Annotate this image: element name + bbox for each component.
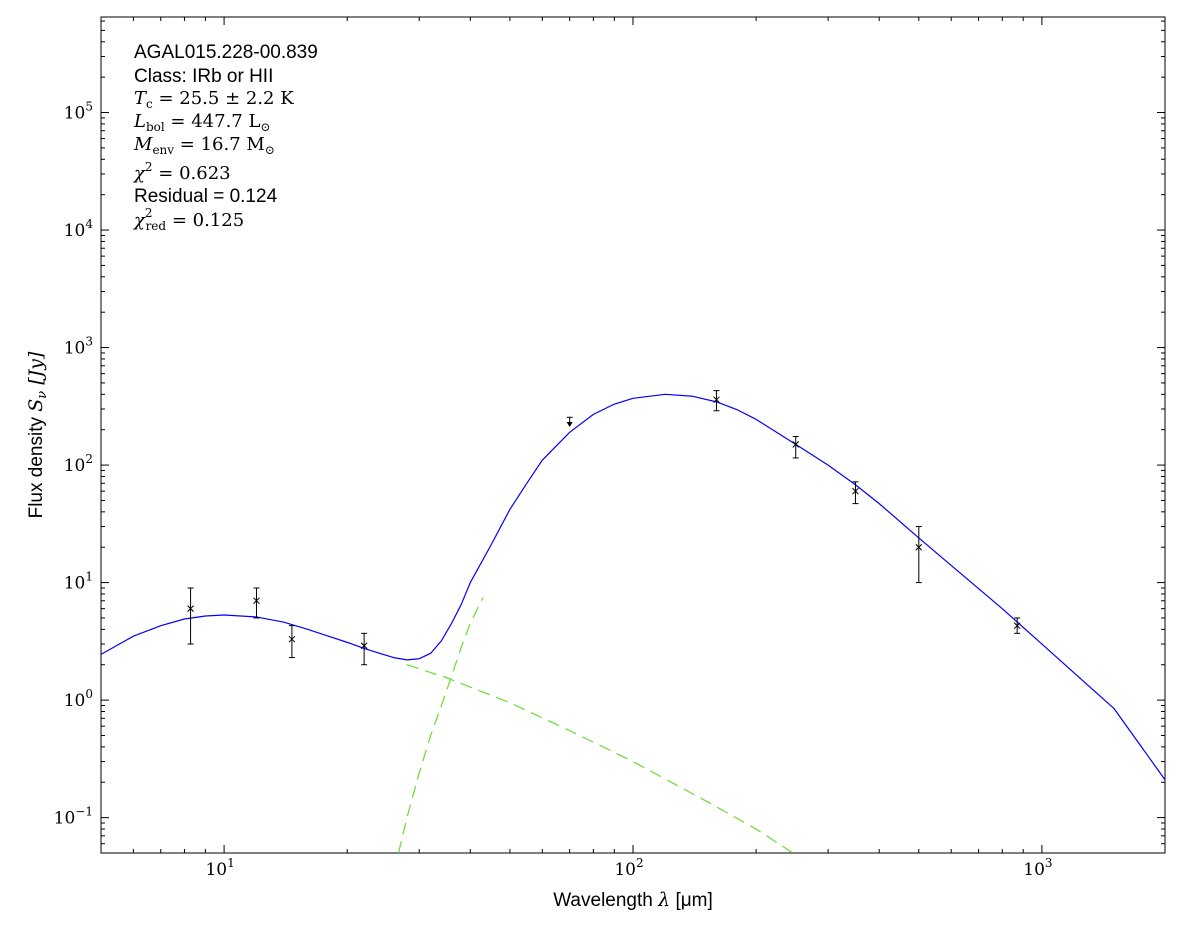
data-point <box>360 632 368 666</box>
lbol-unit-sub: ⊙ <box>260 120 270 134</box>
upper-limit-point <box>566 416 573 428</box>
tc-value: = 25.5 ± 2.2 K <box>153 88 294 109</box>
y-tick-label: 102 <box>64 452 93 476</box>
tc-line: Tc = 25.5 ± 2.2 K <box>134 88 294 111</box>
data-point <box>792 436 800 459</box>
point-marker <box>915 543 923 551</box>
source-name: AGAL015.228-00.839 <box>134 42 318 63</box>
major-ticks <box>101 17 1165 853</box>
lbol-line: Lbol = 447.7 L⊙ <box>133 111 271 134</box>
data-point <box>253 587 260 619</box>
y-tick-label: 101 <box>64 570 93 594</box>
point-marker <box>713 396 720 404</box>
chi2red-symbol: χ <box>132 210 146 231</box>
x-tick-label: 102 <box>614 856 643 880</box>
residual-line: Residual = 0.124 <box>134 186 278 207</box>
x-axis-label: Wavelength λ [μm] <box>553 889 713 911</box>
x-axis-label-symbol: λ <box>657 889 670 911</box>
menv-line: Menv = 16.7 M⊙ <box>133 134 275 157</box>
y-tick-label: 103 <box>64 335 93 359</box>
lbol-symbol: L <box>133 111 146 132</box>
point-marker <box>253 597 260 605</box>
data-point <box>187 587 194 645</box>
y-axis-label-unit: [Jy] <box>25 351 47 391</box>
point-marker <box>288 635 296 643</box>
chi2-line: χ2 = 0.623 <box>132 160 231 184</box>
y-tick-label: 10−1 <box>54 805 93 829</box>
data-markers <box>187 390 1021 666</box>
model-lines <box>101 393 1165 853</box>
chi2red-value: = 0.125 <box>166 210 244 231</box>
x-axis-label-unit: [μm] <box>670 890 713 911</box>
data-point <box>852 481 859 505</box>
data-point <box>915 526 923 584</box>
lbol-sub: bol <box>146 120 165 134</box>
menv-value: = 16.7 M <box>174 134 265 155</box>
tc-symbol: T <box>134 88 148 109</box>
chi2red-sub: red <box>146 219 167 233</box>
lbol-value: = 447.7 L <box>165 111 261 132</box>
x-axis-label-text: Wavelength <box>553 890 658 911</box>
data-point <box>713 390 720 412</box>
x-tick-labels: 101 102 103 <box>205 856 1052 880</box>
menv-sub: env <box>152 143 174 157</box>
menv-unit-sub: ⊙ <box>265 143 275 157</box>
point-marker <box>792 441 800 448</box>
upper-limit-arrow <box>566 422 573 428</box>
chi2red-line: χ2 red = 0.125 <box>132 206 244 233</box>
y-axis-label-symbol: S <box>25 399 47 412</box>
data-point <box>1013 617 1021 634</box>
menv-symbol: M <box>133 134 153 155</box>
annotation-block: AGAL015.228-00.839 Class: IRb or HII Tc … <box>132 42 318 233</box>
x-tick-label: 101 <box>205 856 234 880</box>
warm-component-line <box>406 664 794 853</box>
chi2-symbol: χ <box>132 163 146 184</box>
x-tick-label: 103 <box>1023 856 1052 880</box>
y-tick-label: 105 <box>64 100 93 124</box>
y-axis-label: Flux density Sν [Jy] <box>25 351 50 518</box>
data-point <box>288 625 296 659</box>
chi2-sup: 2 <box>145 160 153 174</box>
total-model-line <box>101 393 1165 781</box>
point-marker <box>852 487 859 495</box>
point-marker <box>360 642 368 650</box>
point-marker <box>1013 622 1021 630</box>
chi2-value: = 0.623 <box>153 163 231 184</box>
y-tick-label: 104 <box>64 217 94 241</box>
y-axis-label-sub: ν <box>35 391 50 399</box>
minor-ticks <box>100 17 1166 854</box>
cold-component-line <box>397 597 484 853</box>
y-axis-label-text: Flux density <box>26 412 47 519</box>
y-tick-label: 100 <box>64 687 93 711</box>
chi2red-sup: 2 <box>145 206 153 220</box>
y-tick-labels: 10−1 100 101 102 103 104 105 <box>54 100 94 829</box>
point-marker <box>187 605 194 613</box>
tc-sub: c <box>146 97 153 111</box>
class-label: Class: IRb or HII <box>134 66 273 87</box>
